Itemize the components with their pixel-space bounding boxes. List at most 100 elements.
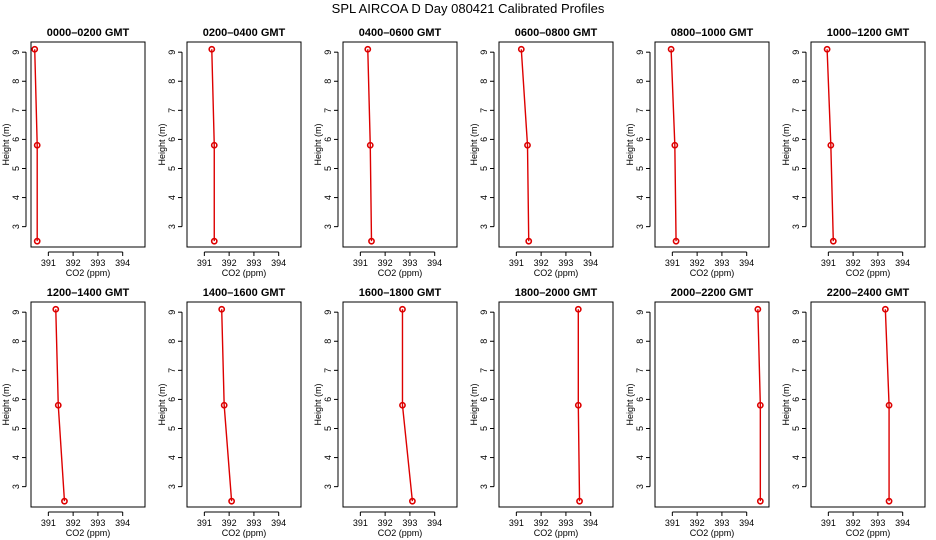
panel-title: 1000–1200 GMT bbox=[827, 27, 910, 39]
profile-panel: 0400–0600 GMT 391 392 393 394 CO2 (ppm) 3 4 5 6 7 8… bbox=[313, 27, 458, 278]
x-axis-label: CO2 (ppm) bbox=[378, 528, 423, 538]
data-point bbox=[54, 401, 62, 409]
y-tick-label: 4 bbox=[791, 195, 801, 200]
data-point bbox=[220, 401, 228, 409]
profile-panel: 2200–2400 GMT 391 392 393 394 CO2 (ppm) 3 4 5 6 7 8… bbox=[781, 287, 926, 538]
plot-frame bbox=[810, 301, 926, 508]
profile-panel: 1200–1400 GMT 391 392 393 394 CO2 (ppm) 3 4 5 6 7 8… bbox=[1, 287, 146, 538]
y-tick-label: 8 bbox=[323, 339, 333, 344]
co2-profile-line bbox=[34, 49, 38, 242]
y-tick-label: 9 bbox=[479, 310, 489, 315]
y-tick-label: 3 bbox=[11, 224, 21, 229]
y-tick-label: 9 bbox=[635, 50, 645, 55]
y-tick-label: 4 bbox=[323, 195, 333, 200]
plot-frame bbox=[654, 301, 770, 508]
y-axis-label: Height (m) bbox=[313, 383, 323, 425]
x-tick-label: 394 bbox=[271, 518, 286, 528]
x-tick-label: 391 bbox=[821, 518, 836, 528]
data-point bbox=[829, 237, 837, 245]
x-tick-label: 391 bbox=[509, 518, 524, 528]
y-tick-label: 3 bbox=[479, 484, 489, 489]
y-tick-label: 5 bbox=[323, 426, 333, 431]
profile-panel: 1000–1200 GMT 391 392 393 394 CO2 (ppm) 3 4 5 6 7 8… bbox=[781, 27, 926, 278]
x-tick-label: 394 bbox=[583, 258, 598, 268]
y-axis-label: Height (m) bbox=[781, 123, 791, 165]
x-tick-label: 393 bbox=[558, 518, 573, 528]
data-point bbox=[210, 141, 218, 149]
data-point bbox=[218, 305, 226, 313]
y-tick-label: 5 bbox=[167, 166, 177, 171]
data-point bbox=[368, 237, 375, 245]
data-point bbox=[399, 305, 406, 313]
y-tick-label: 6 bbox=[791, 397, 801, 402]
y-tick-label: 5 bbox=[791, 426, 801, 431]
data-point bbox=[576, 497, 583, 505]
y-tick-label: 6 bbox=[323, 397, 333, 402]
y-tick-label: 7 bbox=[167, 108, 177, 113]
x-tick-label: 392 bbox=[846, 258, 861, 268]
y-tick-label: 5 bbox=[167, 426, 177, 431]
x-tick-label: 392 bbox=[66, 258, 81, 268]
data-point bbox=[667, 45, 675, 53]
y-tick-label: 4 bbox=[635, 455, 645, 460]
x-tick-label: 394 bbox=[115, 518, 130, 528]
y-tick-label: 3 bbox=[635, 224, 645, 229]
x-tick-label: 393 bbox=[870, 258, 885, 268]
y-axis-label: Height (m) bbox=[313, 123, 323, 165]
co2-profile-line bbox=[577, 309, 581, 502]
x-tick-label: 393 bbox=[90, 258, 105, 268]
profile-panel: 2000–2200 GMT 391 392 393 394 CO2 (ppm) 3 4 5 6 7 8… bbox=[625, 287, 770, 538]
x-tick-label: 394 bbox=[895, 258, 910, 268]
x-tick-label: 394 bbox=[271, 258, 286, 268]
co2-profile-line bbox=[367, 49, 373, 242]
y-axis-label: Height (m) bbox=[625, 123, 635, 165]
panel-title: 0000–0200 GMT bbox=[47, 27, 130, 39]
x-tick-label: 392 bbox=[534, 258, 549, 268]
y-tick-label: 3 bbox=[167, 484, 177, 489]
y-tick-label: 9 bbox=[791, 310, 801, 315]
x-tick-label: 394 bbox=[895, 518, 910, 528]
data-point bbox=[210, 237, 218, 245]
y-tick-label: 7 bbox=[11, 368, 21, 373]
x-tick-label: 394 bbox=[115, 258, 130, 268]
data-point bbox=[399, 401, 406, 409]
y-tick-label: 8 bbox=[167, 79, 177, 84]
y-tick-label: 9 bbox=[323, 310, 333, 315]
x-tick-label: 391 bbox=[197, 258, 212, 268]
y-tick-label: 8 bbox=[791, 339, 801, 344]
y-tick-label: 8 bbox=[323, 79, 333, 84]
plot-frame bbox=[30, 301, 146, 508]
y-tick-label: 7 bbox=[635, 108, 645, 113]
data-point bbox=[671, 141, 679, 149]
y-tick-label: 5 bbox=[791, 166, 801, 171]
y-tick-label: 7 bbox=[11, 108, 21, 113]
y-tick-label: 6 bbox=[635, 137, 645, 142]
data-point bbox=[408, 497, 416, 505]
y-tick-label: 6 bbox=[167, 397, 177, 402]
x-tick-label: 391 bbox=[353, 258, 368, 268]
y-tick-label: 4 bbox=[167, 455, 177, 460]
profile-panel: 0600–0800 GMT 391 392 393 394 CO2 (ppm) 3 4 5 6 7 8… bbox=[469, 27, 614, 278]
plot-frame bbox=[654, 41, 770, 248]
y-tick-label: 8 bbox=[11, 339, 21, 344]
x-tick-label: 391 bbox=[509, 258, 524, 268]
y-tick-label: 6 bbox=[323, 137, 333, 142]
y-tick-label: 3 bbox=[791, 224, 801, 229]
data-point bbox=[885, 497, 893, 505]
x-tick-label: 392 bbox=[690, 258, 705, 268]
y-tick-label: 6 bbox=[11, 137, 21, 142]
x-axis-label: CO2 (ppm) bbox=[222, 268, 267, 278]
y-tick-label: 8 bbox=[479, 339, 489, 344]
x-tick-label: 394 bbox=[739, 258, 754, 268]
x-axis-label: CO2 (ppm) bbox=[534, 268, 579, 278]
data-point bbox=[208, 45, 216, 53]
y-tick-label: 5 bbox=[635, 166, 645, 171]
data-point bbox=[524, 141, 531, 149]
co2-profile-line bbox=[826, 49, 834, 242]
panel-title: 0800–1000 GMT bbox=[671, 27, 754, 39]
profile-panel: 1400–1600 GMT 391 392 393 394 CO2 (ppm) 3 4 5 6 7 8… bbox=[157, 287, 302, 538]
x-tick-label: 393 bbox=[402, 258, 417, 268]
y-tick-label: 3 bbox=[323, 224, 333, 229]
x-tick-label: 392 bbox=[222, 258, 237, 268]
y-tick-label: 4 bbox=[11, 455, 21, 460]
